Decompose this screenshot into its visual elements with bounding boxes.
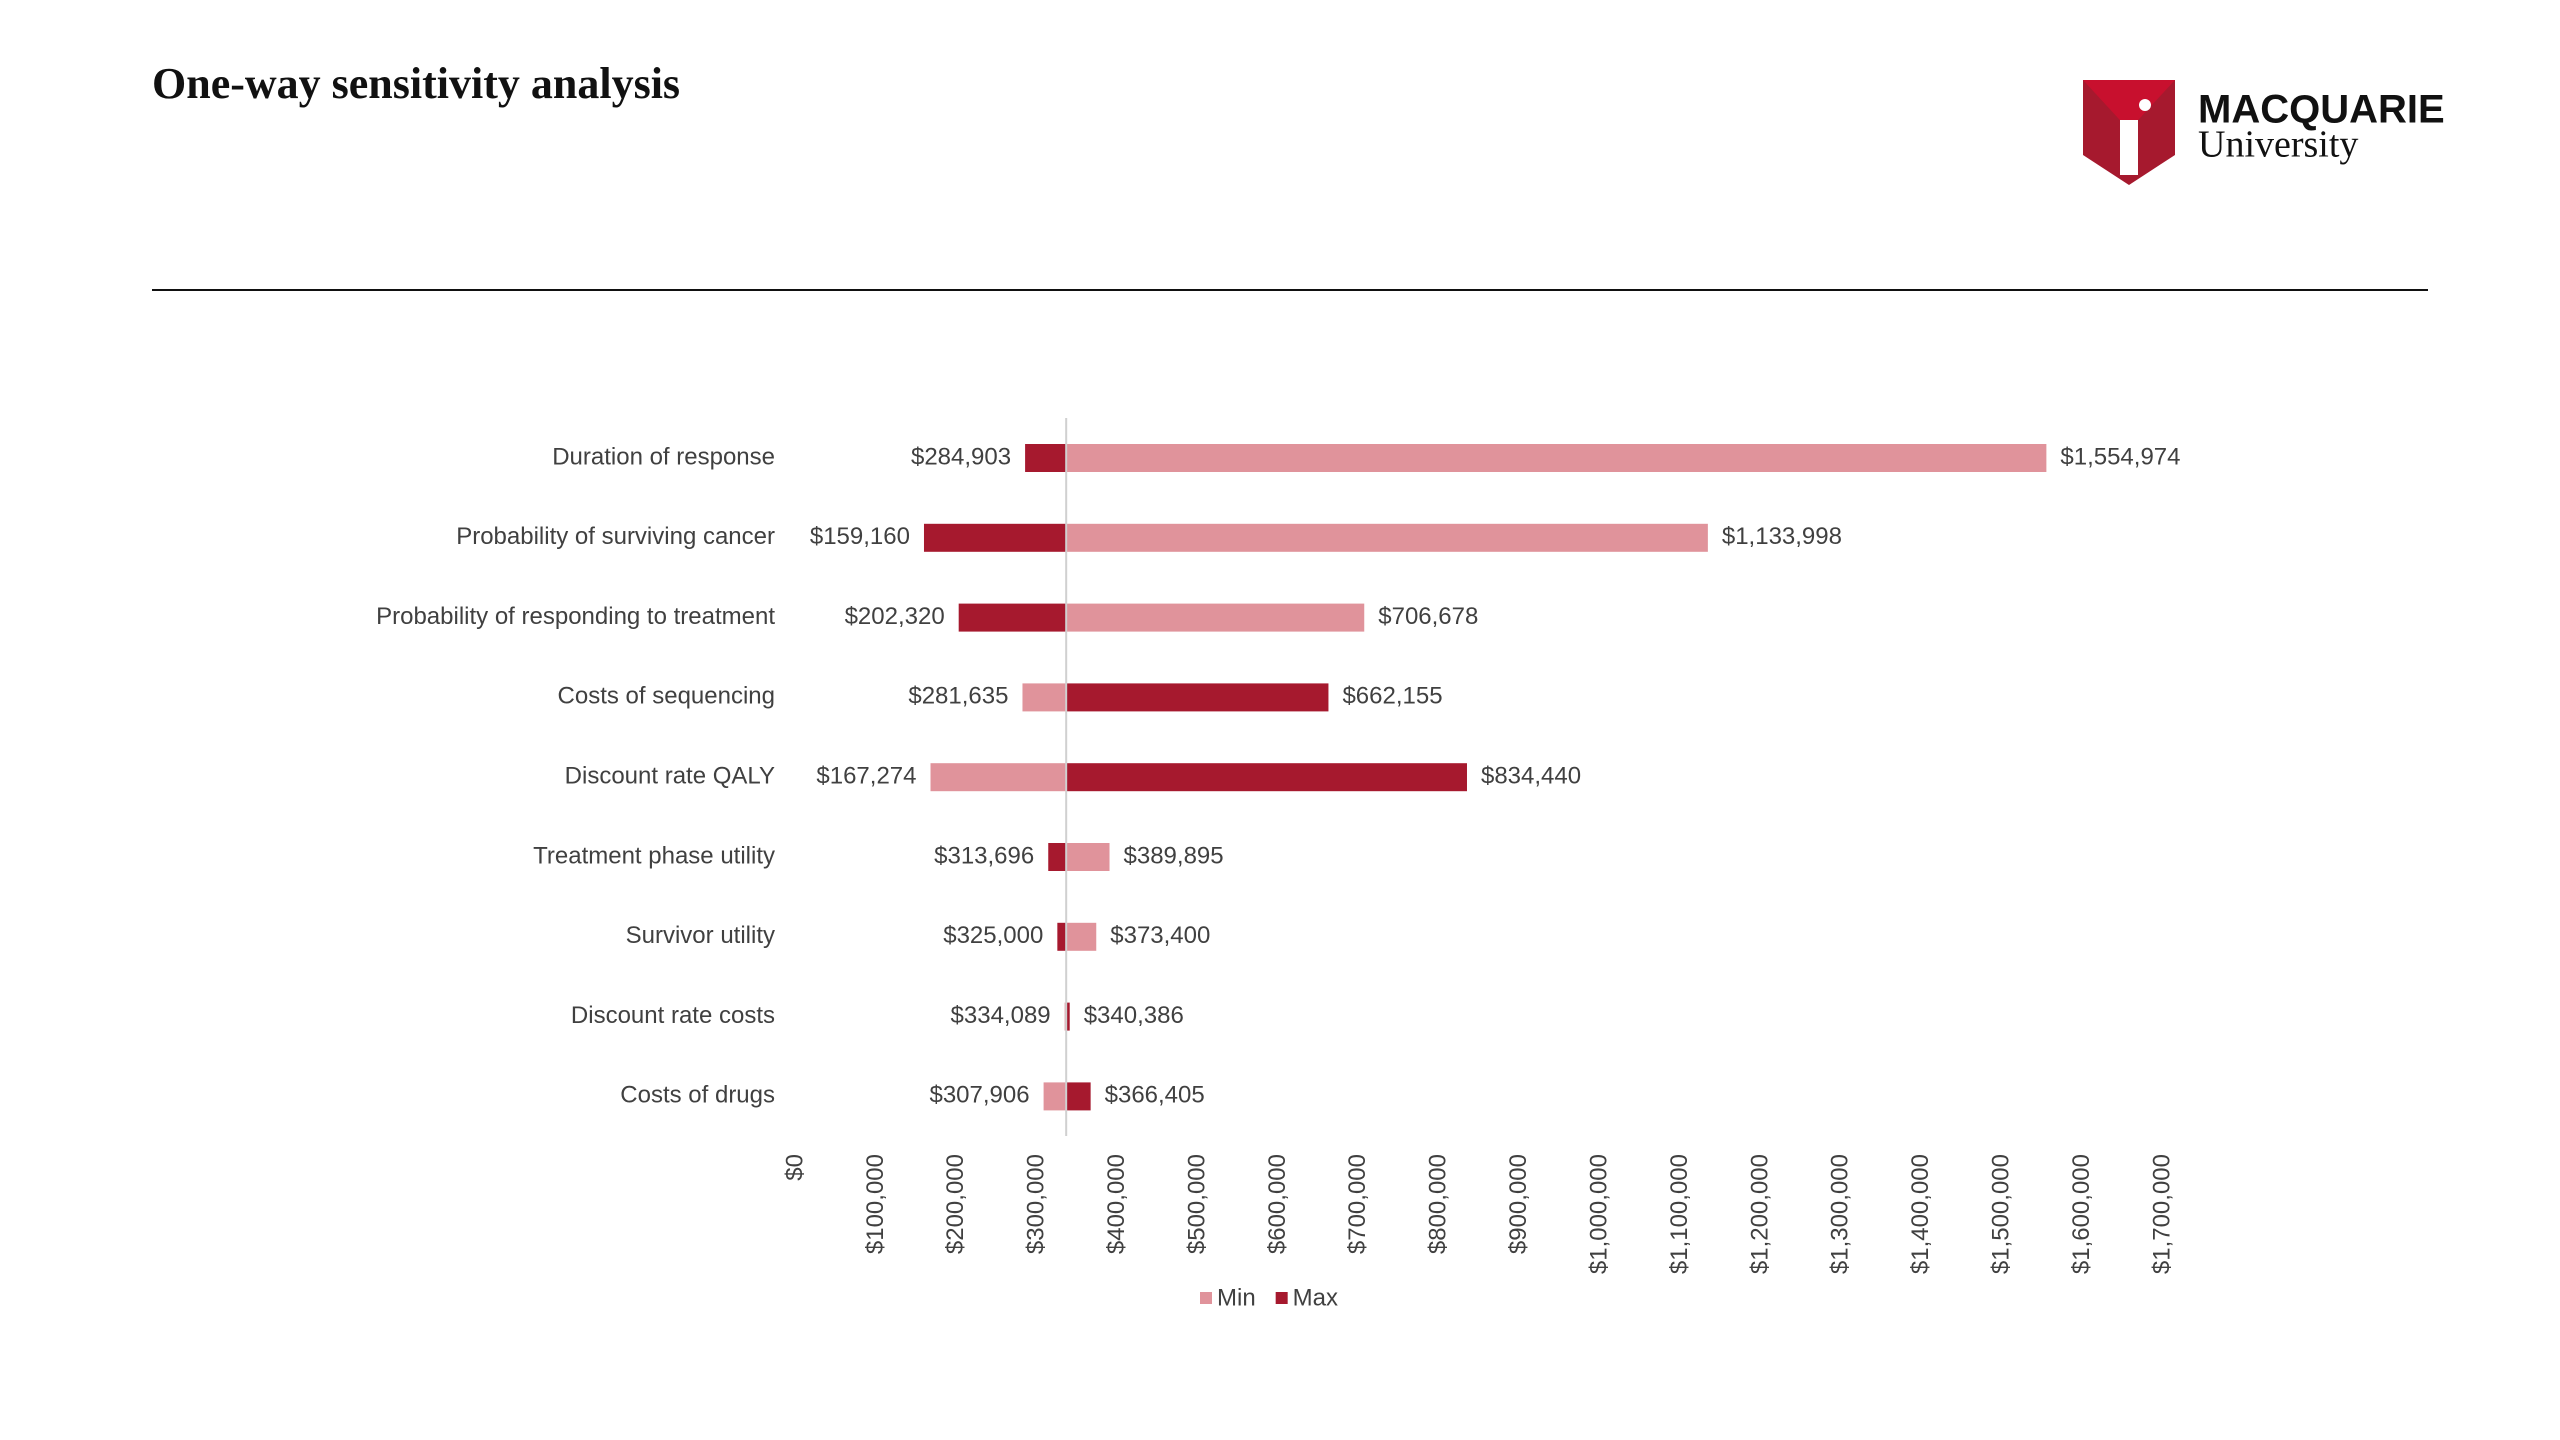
legend-label: Min bbox=[1217, 1284, 1256, 1311]
category-label: Costs of drugs bbox=[620, 1082, 775, 1109]
bar bbox=[1066, 1082, 1091, 1111]
x-tick-label: $1,200,000 bbox=[1746, 1154, 1773, 1274]
value-label: $284,903 bbox=[911, 443, 1011, 470]
bar bbox=[1022, 683, 1067, 712]
bar bbox=[1066, 1002, 1070, 1031]
logo-lighthouse bbox=[2120, 120, 2138, 175]
category-label: Discount rate QALY bbox=[565, 763, 775, 790]
x-tick-label: $1,500,000 bbox=[1988, 1154, 2015, 1274]
value-label: $662,155 bbox=[1342, 683, 1442, 710]
value-label: $281,635 bbox=[908, 683, 1008, 710]
bar bbox=[923, 523, 1067, 552]
value-label: $325,000 bbox=[943, 922, 1043, 949]
bar bbox=[958, 603, 1067, 632]
category-label: Treatment phase utility bbox=[533, 842, 775, 869]
bar bbox=[1057, 922, 1067, 951]
x-tick-label: $400,000 bbox=[1103, 1154, 1130, 1254]
value-label: $159,160 bbox=[810, 523, 910, 550]
value-label: $834,440 bbox=[1481, 763, 1581, 790]
slide-title: One-way sensitivity analysis bbox=[152, 59, 680, 108]
legend-label: Max bbox=[1293, 1284, 1338, 1311]
value-label: $307,906 bbox=[929, 1082, 1029, 1109]
legend-swatch bbox=[1275, 1292, 1288, 1304]
bar bbox=[1043, 1082, 1067, 1111]
bar bbox=[1066, 763, 1467, 792]
value-label: $373,400 bbox=[1110, 922, 1210, 949]
value-label: $340,386 bbox=[1084, 1002, 1184, 1029]
x-tick-label: $0 bbox=[781, 1154, 808, 1181]
logo-star bbox=[2139, 99, 2151, 111]
logo-name: MACQUARIE bbox=[2198, 88, 2445, 132]
value-label: $313,696 bbox=[934, 842, 1034, 869]
x-tick-label: $700,000 bbox=[1344, 1154, 1371, 1254]
logo-subtitle: University bbox=[2198, 124, 2358, 166]
x-tick-label: $1,600,000 bbox=[2068, 1154, 2095, 1274]
x-tick-label: $1,700,000 bbox=[2148, 1154, 2175, 1274]
category-label: Discount rate costs bbox=[571, 1002, 775, 1029]
bar bbox=[1066, 683, 1329, 712]
logo-facet bbox=[2083, 80, 2175, 130]
value-label: $202,320 bbox=[845, 603, 945, 630]
category-label: Probability of responding to treatment bbox=[376, 603, 775, 630]
value-label: $706,678 bbox=[1378, 603, 1478, 630]
logo: MACQUARIE University bbox=[2083, 80, 2445, 185]
bar bbox=[1066, 523, 1708, 552]
category-label: Probability of surviving cancer bbox=[456, 523, 775, 550]
bar bbox=[1048, 843, 1067, 871]
category-label: Duration of response bbox=[552, 443, 775, 470]
x-tick-label: $500,000 bbox=[1183, 1154, 1210, 1254]
bar bbox=[1066, 843, 1110, 871]
value-label: $389,895 bbox=[1124, 842, 1224, 869]
bar bbox=[1066, 444, 2047, 472]
value-label: $167,274 bbox=[816, 763, 916, 790]
x-tick-label: $1,300,000 bbox=[1827, 1154, 1854, 1274]
bar bbox=[1066, 603, 1365, 632]
x-tick-label: $600,000 bbox=[1264, 1154, 1291, 1254]
bar bbox=[1066, 922, 1097, 951]
x-tick-label: $1,400,000 bbox=[1907, 1154, 1934, 1274]
x-tick-label: $1,100,000 bbox=[1666, 1154, 1693, 1274]
x-tick-label: $1,000,000 bbox=[1585, 1154, 1612, 1274]
value-label: $366,405 bbox=[1105, 1082, 1205, 1109]
value-label: $1,133,998 bbox=[1722, 523, 1842, 550]
x-tick-label: $300,000 bbox=[1023, 1154, 1050, 1254]
category-label: Survivor utility bbox=[626, 922, 775, 949]
x-tick-label: $200,000 bbox=[942, 1154, 969, 1254]
value-label: $334,089 bbox=[951, 1002, 1051, 1029]
x-tick-label: $100,000 bbox=[862, 1154, 889, 1254]
bar bbox=[1025, 444, 1067, 472]
x-tick-label: $900,000 bbox=[1505, 1154, 1532, 1254]
legend-swatch bbox=[1200, 1292, 1212, 1304]
category-label: Costs of sequencing bbox=[558, 683, 775, 710]
x-tick-label: $800,000 bbox=[1425, 1154, 1452, 1254]
bar bbox=[930, 763, 1067, 792]
value-label: $1,554,974 bbox=[2060, 443, 2180, 470]
